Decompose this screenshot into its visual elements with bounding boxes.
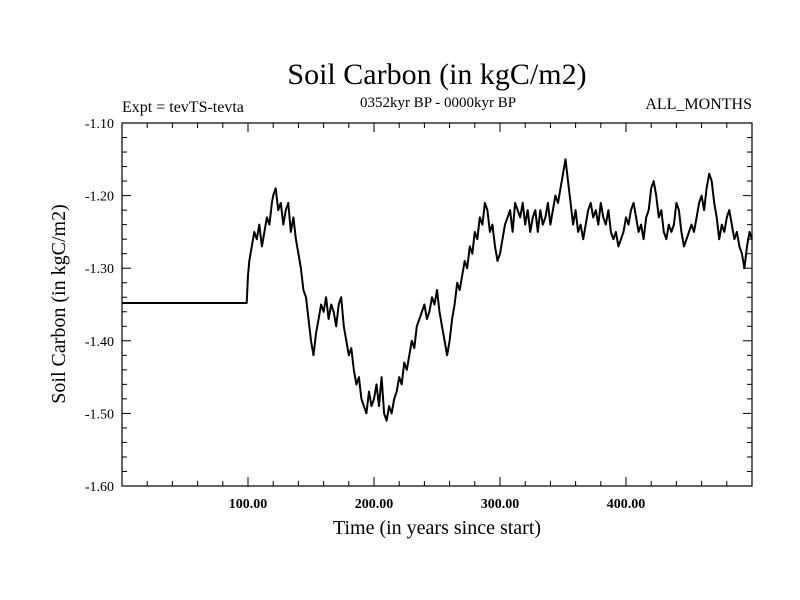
y-tick-label: -1.40	[85, 335, 114, 350]
period-label: 0352kyr BP - 0000kyr BP	[360, 95, 516, 111]
x-tick-label: 300.00	[481, 497, 520, 512]
y-tick-label: -1.60	[85, 480, 114, 495]
y-tick-label: -1.10	[85, 117, 114, 132]
x-tick-label: 200.00	[355, 497, 394, 512]
x-tick-label: 100.00	[229, 497, 268, 512]
x-axis: 100.00 200.00 300.00 400.00	[146, 123, 728, 512]
plot-frame	[121, 122, 753, 487]
y-tick-label: -1.30	[85, 262, 114, 277]
y-axis-label: Soil Carbon (in kgC/m2)	[48, 204, 70, 403]
y-tick-label: -1.20	[85, 190, 114, 205]
chart-title: Soil Carbon (in kgC/m2)	[287, 58, 586, 91]
y-axis: -1.10 -1.20 -1.30 -1.40 -1.50 -1.60	[85, 117, 752, 495]
series-line-soil-carbon	[122, 158, 753, 422]
x-tick-label: 400.00	[607, 497, 646, 512]
experiment-label: Expt = tevTS-tevta	[122, 99, 244, 116]
x-axis-label: Time (in years since start)	[333, 517, 541, 539]
y-tick-label: -1.50	[85, 407, 114, 422]
months-label: ALL_MONTHS	[645, 96, 752, 113]
